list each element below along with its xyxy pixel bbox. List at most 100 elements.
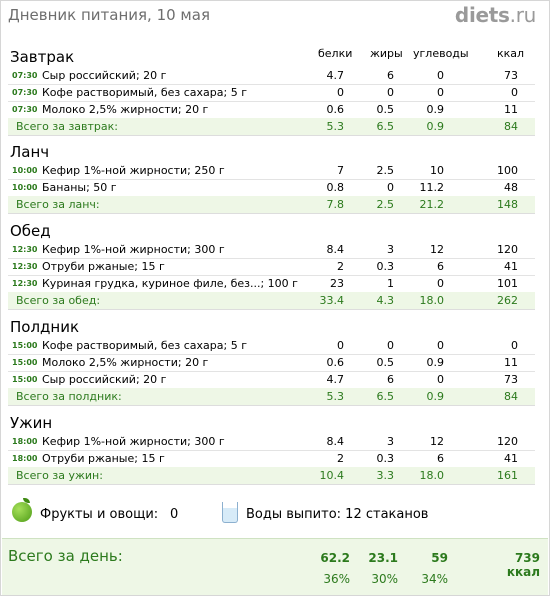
total-fat: 4.3	[376, 294, 395, 307]
carbs-value: 0	[437, 86, 444, 99]
food-name: Сыр российский; 20 г	[42, 373, 167, 386]
entry-time: 12:30	[12, 279, 38, 288]
food-name: Куриная грудка, куриное филе, без...; 10…	[42, 277, 298, 290]
food-row[interactable]: 12:30 Куриная грудка, куриное филе, без..…	[8, 275, 535, 293]
protein-value: 0.6	[326, 356, 345, 369]
food-name: Молоко 2,5% жирности; 20 г	[42, 356, 209, 369]
meal-total-label: Всего за обед:	[16, 294, 101, 307]
food-row[interactable]: 15:00 Кофе растворимый, без сахара; 5 г 0 0…	[8, 337, 535, 355]
kcal-value: 11	[504, 356, 518, 369]
meal-total-row: Всего за ужин: 10.4 3.3 18.0 161	[8, 467, 535, 485]
kcal-value: 11	[504, 103, 518, 116]
kcal-value: 120	[497, 243, 518, 256]
total-kcal: 148	[497, 198, 518, 211]
total-protein: 5.3	[326, 120, 345, 133]
fat-value: 2.5	[376, 164, 395, 177]
fat-value: 6	[387, 69, 394, 82]
food-name: Сыр российский; 20 г	[42, 69, 167, 82]
food-name: Молоко 2,5% жирности; 20 г	[42, 103, 209, 116]
meal-total-label: Всего за полдник:	[16, 390, 122, 403]
logo-main: diets	[454, 3, 510, 27]
total-kcal: 84	[504, 120, 518, 133]
kcal-value: 120	[497, 435, 518, 448]
total-fat: 3.3	[376, 469, 395, 482]
carbs-value: 6	[437, 260, 444, 273]
carbs-value: 12	[430, 435, 444, 448]
logo-dot: .	[509, 3, 516, 27]
food-name: Отруби ржаные; 15 г	[42, 260, 165, 273]
entry-time: 10:00	[12, 166, 38, 175]
meal-title: Полдник	[10, 318, 80, 336]
protein-value: 2	[337, 260, 344, 273]
entry-time: 15:00	[12, 358, 38, 367]
protein-value: 0.8	[326, 181, 345, 194]
food-row[interactable]: 12:30 Отруби ржаные; 15 г 2 0.3 6 41	[8, 258, 535, 276]
site-logo[interactable]: diets.ru	[455, 3, 536, 27]
protein-value: 0	[337, 86, 344, 99]
kcal-value: 0	[511, 339, 518, 352]
water-label: Воды выпито: 12 стаканов	[246, 507, 429, 522]
meal-total-row: Всего за обед: 33.4 4.3 18.0 262	[8, 292, 535, 310]
meal-total-row: Всего за завтрак: 5.3 6.5 0.9 84	[8, 118, 535, 136]
fat-value: 3	[387, 435, 394, 448]
meal-title: Обед	[10, 222, 51, 240]
day-total-panel: Всего за день: 62.2 23.1 59 739 ккал 36%…	[2, 538, 548, 595]
day-total-carbs: 59	[431, 551, 448, 565]
col-header-protein: белки	[318, 47, 353, 60]
food-row[interactable]: 07:30 Сыр российский; 20 г 4.7 6 0 73	[8, 67, 535, 85]
kcal-value: 73	[504, 69, 518, 82]
day-pct-carbs: 34%	[421, 572, 448, 586]
food-row[interactable]: 18:00 Отруби ржаные; 15 г 2 0.3 6 41	[8, 450, 535, 468]
protein-value: 23	[330, 277, 344, 290]
total-fat: 6.5	[376, 390, 395, 403]
food-name: Кефир 1%-ной жирности; 300 г	[42, 243, 225, 256]
day-pct-protein: 36%	[323, 572, 350, 586]
food-row[interactable]: 07:30 Кофе растворимый, без сахара; 5 г 0 0…	[8, 84, 535, 102]
fat-value: 0.5	[376, 356, 395, 369]
entry-time: 12:30	[12, 262, 38, 271]
protein-value: 8.4	[326, 435, 345, 448]
meal-title: Ланч	[10, 143, 50, 161]
apple-leaf-icon	[23, 498, 30, 503]
day-total-protein: 62.2	[320, 551, 350, 565]
entry-time: 07:30	[12, 88, 38, 97]
food-name: Бананы; 50 г	[42, 181, 117, 194]
protein-value: 0.6	[326, 103, 345, 116]
protein-value: 4.7	[326, 69, 345, 82]
logo-tld: ru	[515, 3, 537, 27]
food-row[interactable]: 07:30 Молоко 2,5% жирности; 20 г 0.6 0.5 0.9…	[8, 101, 535, 119]
day-total-fat: 23.1	[368, 551, 398, 565]
food-row[interactable]: 15:00 Молоко 2,5% жирности; 20 г 0.6 0.5 0.9…	[8, 354, 535, 372]
entry-time: 15:00	[12, 375, 38, 384]
protein-value: 0	[337, 339, 344, 352]
meal-total-row: Всего за полдник: 5.3 6.5 0.9 84	[8, 388, 535, 406]
food-row[interactable]: 18:00 Кефир 1%-ной жирности; 300 г 8.4 3 12 1…	[8, 433, 535, 451]
fat-value: 0.5	[376, 103, 395, 116]
food-row[interactable]: 15:00 Сыр российский; 20 г 4.7 6 0 73	[8, 371, 535, 389]
entry-time: 12:30	[12, 245, 38, 254]
total-protein: 7.8	[326, 198, 345, 211]
protein-value: 2	[337, 452, 344, 465]
fat-value: 0.3	[376, 452, 395, 465]
total-carbs: 18.0	[419, 469, 445, 482]
food-row[interactable]: 12:30 Кефир 1%-ной жирности; 300 г 8.4 3 12 1…	[8, 241, 535, 259]
kcal-value: 48	[504, 181, 518, 194]
total-carbs: 18.0	[419, 294, 445, 307]
carbs-value: 6	[437, 452, 444, 465]
food-row[interactable]: 10:00 Бананы; 50 г 0.8 0 11.2 48	[8, 179, 535, 197]
carbs-value: 12	[430, 243, 444, 256]
kcal-value: 101	[497, 277, 518, 290]
meal-total-label: Всего за ланч:	[16, 198, 100, 211]
food-row[interactable]: 10:00 Кефир 1%-ной жирности; 250 г 7 2.5 10 1…	[8, 162, 535, 180]
fat-value: 1	[387, 277, 394, 290]
total-carbs: 21.2	[419, 198, 445, 211]
total-fat: 2.5	[376, 198, 395, 211]
apple-icon	[12, 502, 32, 522]
total-kcal: 161	[497, 469, 518, 482]
entry-time: 07:30	[12, 71, 38, 80]
meal-title: Завтрак	[10, 48, 75, 66]
meal-total-row: Всего за ланч: 7.8 2.5 21.2 148	[8, 196, 535, 214]
total-kcal: 84	[504, 390, 518, 403]
fat-value: 0	[387, 181, 394, 194]
col-header-carbs: углеводы	[413, 47, 469, 60]
